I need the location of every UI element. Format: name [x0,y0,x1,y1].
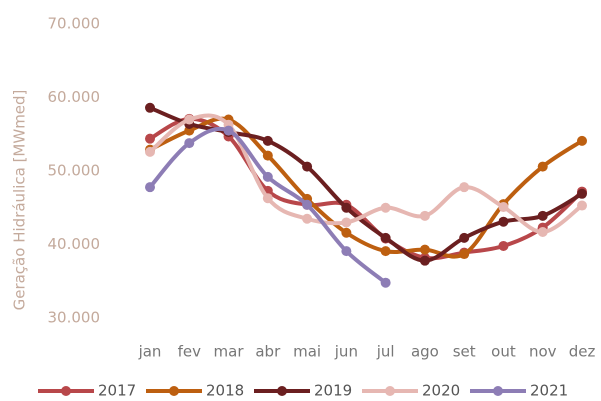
data-point [145,133,155,144]
data-point [341,217,352,228]
y-tick-label: 60.000 [48,88,101,106]
data-point [537,227,548,238]
data-point [341,202,352,213]
y-axis-label: Geração Hidráulica [MWmed] [11,90,29,311]
x-tick-label: jan [138,343,162,361]
legend-marker [61,386,71,396]
x-tick-label: nov [529,343,557,361]
data-point [302,199,313,210]
x-tick-label: out [491,343,516,361]
data-point [223,125,234,136]
y-tick-label: 70.000 [48,15,101,33]
data-point [302,161,313,172]
data-point [459,182,470,193]
data-point [498,202,509,213]
data-point [302,213,313,224]
x-tick-label: mai [293,343,321,361]
data-point [577,188,587,199]
series-line [149,116,584,259]
data-point [262,171,273,182]
legend-marker [385,386,395,396]
data-point [145,182,155,193]
x-tick-label: dez [569,343,596,361]
legend-label: 2018 [206,382,244,400]
data-point [184,138,195,149]
data-point [380,232,391,243]
data-point [380,246,391,257]
legend-marker [493,386,503,396]
x-tick-label: set [453,343,476,361]
x-tick-label: jun [334,343,358,361]
data-point [498,240,509,251]
legend-marker [169,386,179,396]
y-tick-label: 40.000 [48,235,101,253]
data-point [380,277,391,288]
data-point [184,114,195,125]
data-point [537,210,548,221]
legend-label: 2019 [314,382,352,400]
legend-label: 2020 [422,382,460,400]
data-point [498,216,509,227]
legend-label: 2017 [98,382,136,400]
legend-label: 2021 [530,382,568,400]
data-point [577,200,587,211]
data-point [145,102,155,113]
data-point [459,232,470,243]
data-point [459,249,470,260]
x-tick-label: jul [376,343,395,361]
data-point [577,135,587,146]
data-point [419,255,430,266]
x-tick-label: abr [255,343,281,361]
x-tick-label: ago [411,343,439,361]
data-point [341,246,352,257]
x-tick-label: fev [178,343,202,361]
data-point [145,146,155,157]
data-point [419,210,430,221]
data-point [262,135,273,146]
data-point [537,161,548,172]
data-point [380,202,391,213]
y-tick-label: 30.000 [48,309,101,327]
data-point [262,150,273,161]
data-point [262,193,273,204]
x-tick-label: mar [214,343,245,361]
legend-marker [277,386,287,396]
data-point [341,227,352,238]
series-line [148,113,584,235]
data-point [419,244,430,255]
y-tick-label: 50.000 [48,162,101,180]
